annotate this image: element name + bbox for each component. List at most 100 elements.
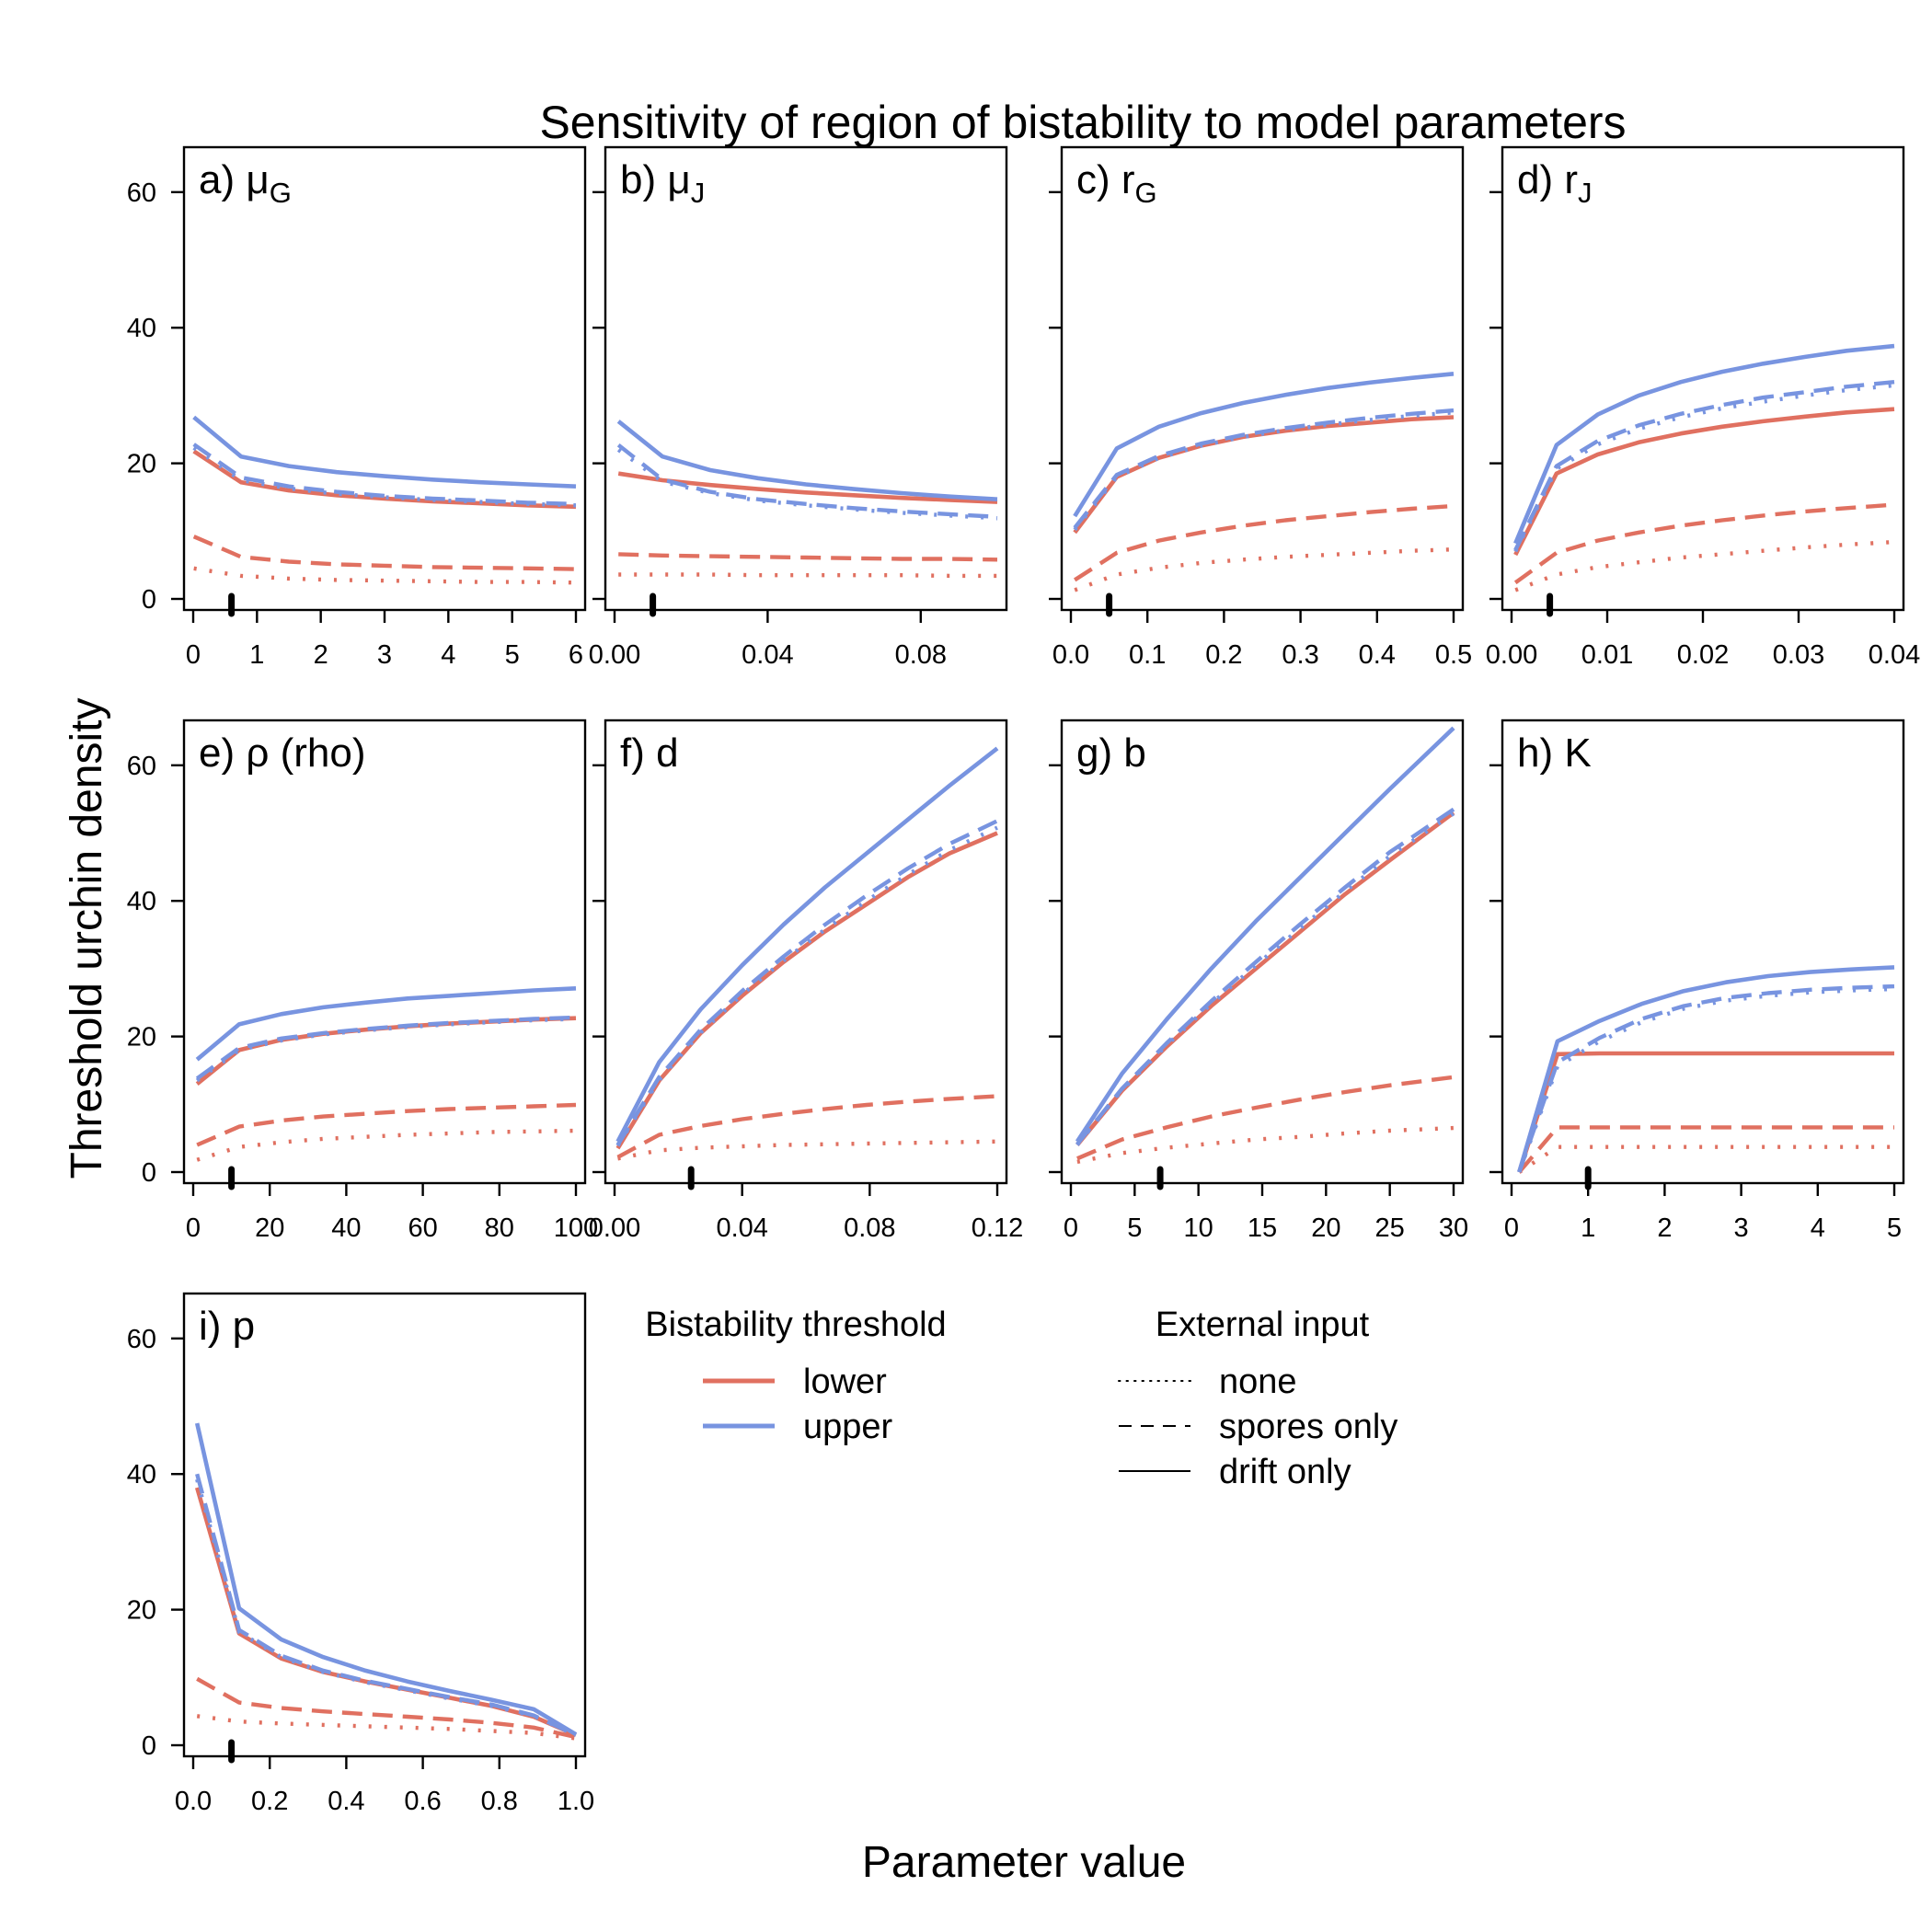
legend: Bistability threshold lower upper Extern… <box>645 1305 1397 1491</box>
y-tick-label: 40 <box>127 887 156 916</box>
x-tick-label: 0.08 <box>844 1213 895 1243</box>
x-tick-label: 5 <box>505 640 520 670</box>
legend-threshold-title: Bistability threshold <box>645 1305 946 1344</box>
panel-title: d) rJ <box>1517 157 1593 209</box>
panel-3: 0.0 0.1 0.2 0.3 0.4 0.5 c) rG <box>1049 145 1472 670</box>
x-tick-label: 4 <box>441 640 455 670</box>
y-axis-title: Threshold urchin density <box>63 698 111 1179</box>
x-tick-label: 40 <box>331 1213 361 1243</box>
series-upper-solid <box>195 986 577 1062</box>
series-upper-solid <box>1075 726 1455 1144</box>
panel-7: 0 5 10 15 20 25 30 g) b <box>1049 719 1468 1243</box>
legend-label-spores-only: spores only <box>1219 1408 1397 1446</box>
series-upper-dashed <box>1075 807 1455 1146</box>
panel-5: 0 20 40 60 80 100 0 20 40 60 e) ρ (rho) <box>127 719 598 1243</box>
series-upper-dashed <box>1513 380 1895 551</box>
series-upper-dotted <box>615 825 998 1147</box>
x-tick-label: 0.04 <box>716 1213 767 1243</box>
series-upper-dotted <box>192 445 577 508</box>
series-lower-dotted <box>617 1139 998 1161</box>
x-tick-label: 0.00 <box>589 1213 640 1243</box>
series-lower-solid <box>1513 407 1895 557</box>
x-tick-label: 1 <box>1581 1213 1595 1243</box>
legend-input-title: External input <box>1156 1305 1370 1344</box>
series-lower-dotted <box>196 1128 577 1162</box>
series-upper-dashed <box>195 1015 577 1081</box>
x-tick-label: 4 <box>1811 1213 1825 1243</box>
x-tick-label: 0.04 <box>1869 640 1920 670</box>
y-tick-label: 20 <box>127 1023 156 1052</box>
x-tick-label: 0.2 <box>251 1787 288 1816</box>
x-tick-label: 0.03 <box>1773 640 1824 670</box>
series-upper-dashed <box>615 819 998 1146</box>
x-tick-label: 0.0 <box>1052 640 1089 670</box>
x-tick-label: 2 <box>1657 1213 1672 1243</box>
panel-title: e) ρ (rho) <box>199 730 366 776</box>
x-tick-label: 15 <box>1248 1213 1277 1243</box>
panel-title: c) rG <box>1076 157 1157 209</box>
series-upper-dashed <box>195 1473 577 1737</box>
y-tick-label: 20 <box>127 1596 156 1626</box>
panel-frame <box>1060 145 1465 612</box>
x-tick-label: 0.00 <box>589 640 640 670</box>
y-tick-label: 60 <box>127 178 156 208</box>
series-lower-dotted <box>1514 539 1895 592</box>
x-tick-label: 0.1 <box>1129 640 1166 670</box>
y-tick-label: 20 <box>127 450 156 479</box>
series-lower-dotted <box>1518 1144 1894 1174</box>
series-upper-solid <box>194 1422 578 1737</box>
x-tick-label: 20 <box>255 1213 284 1243</box>
series-upper-solid <box>616 420 998 501</box>
series-lower-dashed <box>1513 502 1895 585</box>
x-tick-label: 0.0 <box>175 1787 212 1816</box>
panel-8: 0 1 2 3 4 5 h) K <box>1489 719 1905 1243</box>
x-tick-label: 0.6 <box>404 1787 441 1816</box>
x-tick-label: 2 <box>314 640 328 670</box>
series-upper-dashed <box>1073 408 1455 529</box>
x-tick-label: 0.5 <box>1435 640 1472 670</box>
series-lower-solid <box>615 831 998 1150</box>
legend-label-none: none <box>1219 1363 1297 1401</box>
series-lower-dotted <box>193 566 577 585</box>
panel-frame <box>604 145 1008 612</box>
x-tick-label: 5 <box>1887 1213 1902 1243</box>
panel-frame <box>1060 719 1465 1185</box>
panel-frame <box>182 719 587 1185</box>
y-tick-label: 40 <box>127 314 156 343</box>
x-axis-title: Parameter value <box>862 1838 1186 1887</box>
panel-frame <box>182 1292 587 1758</box>
series-lower-solid <box>1075 811 1455 1146</box>
panel-title: i) p <box>199 1304 255 1349</box>
y-tick-label: 0 <box>142 585 156 615</box>
series-lower-dashed <box>616 1094 998 1159</box>
x-tick-label: 0.3 <box>1282 640 1318 670</box>
series-lower-dashed <box>1517 1125 1894 1174</box>
y-tick-label: 60 <box>127 752 156 781</box>
panel-frame <box>1501 719 1905 1185</box>
panel-2: 0.00 0.04 0.08 b) μJ <box>589 145 1008 670</box>
legend-label-drift-only: drift only <box>1219 1453 1351 1491</box>
series-lower-dashed <box>1076 1075 1455 1161</box>
series-lower-dashed <box>196 1102 577 1147</box>
x-tick-label: 3 <box>377 640 392 670</box>
series-upper-dashed <box>192 443 577 506</box>
series-lower-solid <box>1517 1051 1894 1173</box>
x-tick-label: 0 <box>1504 1213 1519 1243</box>
x-tick-label: 0.12 <box>972 1213 1023 1243</box>
panel-frame <box>604 719 1008 1185</box>
x-tick-label: 80 <box>485 1213 514 1243</box>
x-tick-label: 0.01 <box>1581 640 1633 670</box>
x-tick-label: 6 <box>569 640 583 670</box>
series-upper-dashed <box>1517 983 1895 1173</box>
x-tick-label: 0 <box>186 640 201 670</box>
series-lower-dotted <box>618 572 997 579</box>
figure-title: Sensitivity of region of bistability to … <box>539 97 1626 148</box>
y-tick-label: 0 <box>142 1158 156 1188</box>
x-tick-label: 1 <box>249 640 264 670</box>
series-upper-solid <box>615 746 999 1143</box>
series-upper-solid <box>1517 965 1895 1173</box>
y-tick-label: 0 <box>142 1731 156 1761</box>
